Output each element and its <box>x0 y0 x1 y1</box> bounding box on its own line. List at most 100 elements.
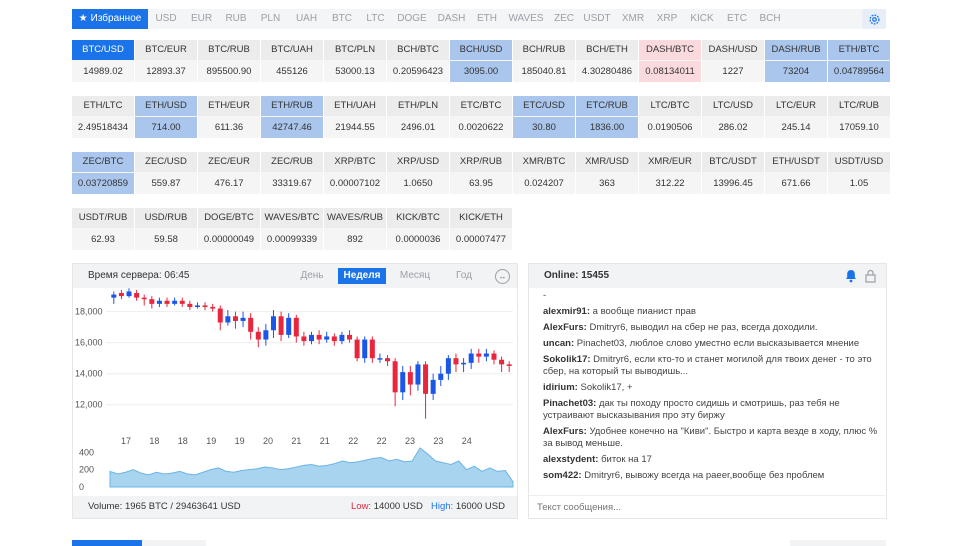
fullscreen-button[interactable]: ↔ <box>495 269 510 284</box>
tab-pln[interactable]: PLN <box>253 9 288 29</box>
pair-cell-btc-eur[interactable]: BTC/EUR 12893.37 <box>135 40 197 82</box>
tab-dash[interactable]: DASH <box>432 9 471 29</box>
pair-cell-ltc-rub[interactable]: LTC/RUB 17059.10 <box>828 96 890 138</box>
tab-bch[interactable]: BCH <box>753 9 787 29</box>
pair-cell-eth-eur[interactable]: ETH/EUR 611.36 <box>198 96 260 138</box>
tab-eth[interactable]: ETH <box>471 9 503 29</box>
chat-username[interactable]: Pinachet03: <box>543 398 597 409</box>
chart-header: Время сервера: 06:45 День Неделя Месяц Год … <box>73 264 517 288</box>
tab-doge[interactable]: DOGE <box>392 9 432 29</box>
tab-xmr[interactable]: XMR <box>615 9 651 29</box>
pair-cell-etc-usd[interactable]: ETC/USD 30.80 <box>513 96 575 138</box>
pair-cell-eth-usdt[interactable]: ETH/USDT 671.66 <box>765 152 827 194</box>
pair-cell-xmr-eur[interactable]: XMR/EUR 312.22 <box>639 152 701 194</box>
bottom-tab-active[interactable] <box>72 540 142 546</box>
pair-cell-eth-btc[interactable]: ETH/BTC 0.04789564 <box>828 40 890 82</box>
pair-name: XMR/USD <box>576 152 638 172</box>
pair-cell-eth-pln[interactable]: ETH/PLN 2496.01 <box>387 96 449 138</box>
pair-cell-dash-usd[interactable]: DASH/USD 1227 <box>702 40 764 82</box>
pair-cell-usdt-usd[interactable]: USDT/USD 1.05 <box>828 152 890 194</box>
pair-cell-ltc-eur[interactable]: LTC/EUR 245.14 <box>765 96 827 138</box>
tab-eur[interactable]: EUR <box>184 9 219 29</box>
range-tab-2[interactable]: Месяц <box>399 270 431 281</box>
online-count: Online: 15455 <box>544 270 610 281</box>
chat-username[interactable]: Sokolik17: <box>543 354 591 365</box>
pair-cell-zec-rub[interactable]: ZEC/RUB 33319.67 <box>261 152 323 194</box>
pair-cell-xmr-usd[interactable]: XMR/USD 363 <box>576 152 638 194</box>
tab-избранное[interactable]: ★ Избранное <box>72 9 148 29</box>
chat-username[interactable]: som422: <box>543 470 582 481</box>
candle-body <box>126 291 132 297</box>
pair-cell-bch-rub[interactable]: BCH/RUB 185040.81 <box>513 40 575 82</box>
tab-uah[interactable]: UAH <box>288 9 325 29</box>
pair-cell-bch-eth[interactable]: BCH/ETH 4.30280486 <box>576 40 638 82</box>
pair-name: BTC/RUB <box>198 40 260 60</box>
range-tab-0[interactable]: День <box>300 270 324 281</box>
pair-cell-kick-eth[interactable]: KICK/ETH 0.00007477 <box>450 208 512 250</box>
pair-cell-bch-btc[interactable]: BCH/BTC 0.20596423 <box>387 40 449 82</box>
pair-cell-btc-usd[interactable]: BTC/USD 14989.02 <box>72 40 134 82</box>
pair-cell-btc-pln[interactable]: BTC/PLN 53000.13 <box>324 40 386 82</box>
range-tab-3[interactable]: Год <box>456 270 472 281</box>
pair-cell-eth-ltc[interactable]: ETH/LTC 2.49518434 <box>72 96 134 138</box>
pair-price: 1.05 <box>849 178 869 189</box>
tab-usdt[interactable]: USDT <box>579 9 615 29</box>
pair-cell-eth-rub[interactable]: ETH/RUB 42747.46 <box>261 96 323 138</box>
chat-message: som422: Dmitryr6, вывожу всегда на раеer… <box>543 470 880 482</box>
settings-button[interactable] <box>862 9 886 29</box>
chat-message-input[interactable] <box>529 495 885 518</box>
chat-username[interactable]: alexmir91: <box>543 306 591 317</box>
bottom-tab[interactable] <box>142 540 206 546</box>
pair-name: BTC/USDT <box>702 152 764 172</box>
pair-cell-usdt-rub[interactable]: USDT/RUB 62.93 <box>72 208 134 250</box>
chat-username[interactable]: uncan: <box>543 338 575 349</box>
chat-username[interactable]: AlexFurs: <box>543 322 587 333</box>
candle-body <box>301 336 307 342</box>
pair-cell-dash-rub[interactable]: DASH/RUB 73204 <box>765 40 827 82</box>
tab-waves[interactable]: WAVES <box>503 9 549 29</box>
chat-username[interactable]: idirium: <box>543 382 578 393</box>
pair-price: 33319.67 <box>272 178 312 189</box>
chat-message: AlexFurs: Dmitryr6, выводил на сбер не р… <box>543 322 880 334</box>
pair-cell-xrp-btc[interactable]: XRP/BTC 0.00007102 <box>324 152 386 194</box>
chat-username[interactable]: AlexFurs: <box>543 426 587 437</box>
pair-price: 0.00007477 <box>455 234 507 245</box>
pair-cell-doge-btc[interactable]: DOGE/BTC 0.00000049 <box>198 208 260 250</box>
pair-price: 0.024207 <box>524 178 564 189</box>
pair-cell-btc-usdt[interactable]: BTC/USDT 13996.45 <box>702 152 764 194</box>
tab-usd[interactable]: USD <box>148 9 184 29</box>
pair-cell-xrp-rub[interactable]: XRP/RUB 63.95 <box>450 152 512 194</box>
pair-cell-zec-btc[interactable]: ZEC/BTC 0.03720859 <box>72 152 134 194</box>
tab-ltc[interactable]: LTC <box>359 9 392 29</box>
chat-username[interactable]: alexstydent: <box>543 454 599 465</box>
pair-cell-usd-rub[interactable]: USD/RUB 59.58 <box>135 208 197 250</box>
pair-cell-btc-rub[interactable]: BTC/RUB 895500.90 <box>198 40 260 82</box>
tab-btc[interactable]: BTC <box>325 9 359 29</box>
tab-rub[interactable]: RUB <box>219 9 253 29</box>
pair-price: 286.02 <box>718 122 748 133</box>
lock-button[interactable] <box>865 269 876 286</box>
pair-cell-zec-usd[interactable]: ZEC/USD 559.87 <box>135 152 197 194</box>
pair-cell-bch-usd[interactable]: BCH/USD 3095.00 <box>450 40 512 82</box>
notification-button[interactable] <box>845 269 857 286</box>
pair-cell-ltc-usd[interactable]: LTC/USD 286.02 <box>702 96 764 138</box>
tab-zec[interactable]: ZEC <box>549 9 579 29</box>
pair-cell-waves-rub[interactable]: WAVES/RUB 892 <box>324 208 386 250</box>
pair-cell-zec-eur[interactable]: ZEC/EUR 476.17 <box>198 152 260 194</box>
pair-cell-etc-rub[interactable]: ETC/RUB 1836.00 <box>576 96 638 138</box>
pair-cell-eth-uah[interactable]: ETH/UAH 21944.55 <box>324 96 386 138</box>
pair-cell-xrp-usd[interactable]: XRP/USD 1.0650 <box>387 152 449 194</box>
pair-name: BTC/PLN <box>324 40 386 60</box>
pair-cell-waves-btc[interactable]: WAVES/BTC 0.00099339 <box>261 208 323 250</box>
range-tab-1[interactable]: Неделя <box>338 268 386 284</box>
tab-etc[interactable]: ETC <box>721 9 753 29</box>
pair-cell-btc-uah[interactable]: BTC/UAH 455126 <box>261 40 323 82</box>
tab-kick[interactable]: KICK <box>683 9 721 29</box>
pair-cell-eth-usd[interactable]: ETH/USD 714.00 <box>135 96 197 138</box>
pair-cell-dash-btc[interactable]: DASH/BTC 0.08134011 <box>639 40 701 82</box>
pair-cell-etc-btc[interactable]: ETC/BTC 0.0020622 <box>450 96 512 138</box>
pair-cell-ltc-btc[interactable]: LTC/BTC 0.0190506 <box>639 96 701 138</box>
pair-cell-xmr-btc[interactable]: XMR/BTC 0.024207 <box>513 152 575 194</box>
tab-xrp[interactable]: XRP <box>651 9 683 29</box>
pair-cell-kick-btc[interactable]: KICK/BTC 0.0000036 <box>387 208 449 250</box>
